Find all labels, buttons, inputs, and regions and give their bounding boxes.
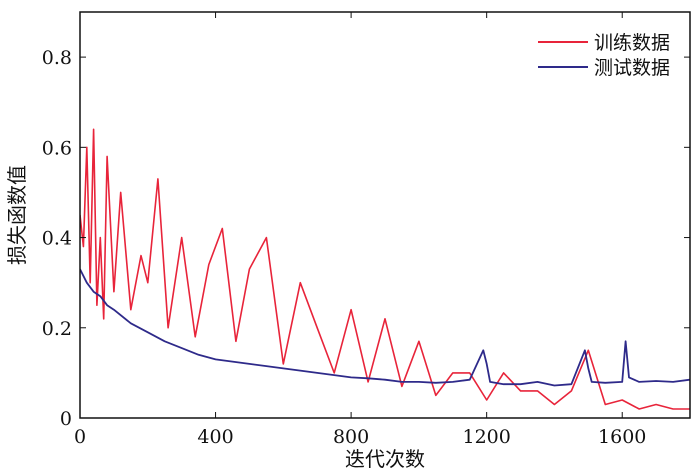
series-line-train <box>80 128 690 410</box>
x-tick-label: 1200 <box>462 426 510 448</box>
y-tick-label: 0.8 <box>42 47 72 69</box>
legend: 训练数据 测试数据 <box>538 32 670 79</box>
y-tick-label: 0.4 <box>42 228 72 250</box>
axis-ticks: 0 400 800 1200 1600 0 0.2 0.4 0.6 0.8 <box>42 12 690 448</box>
x-tick-label: 1600 <box>598 426 646 448</box>
y-axis-title: 损失函数值 <box>5 165 29 265</box>
plot-area <box>80 128 690 410</box>
y-tick-label: 0 <box>60 408 72 430</box>
y-tick-label: 0.6 <box>42 137 72 159</box>
plot-frame <box>79 11 691 419</box>
x-tick-label: 0 <box>74 426 86 448</box>
legend-train-label: 训练数据 <box>594 32 670 54</box>
series-line-test <box>80 268 690 387</box>
legend-test-label: 测试数据 <box>594 57 670 79</box>
x-axis-title: 迭代次数 <box>345 447 425 471</box>
x-tick-label: 400 <box>197 426 233 448</box>
x-tick-label: 800 <box>333 426 369 448</box>
y-tick-label: 0.2 <box>42 318 72 340</box>
